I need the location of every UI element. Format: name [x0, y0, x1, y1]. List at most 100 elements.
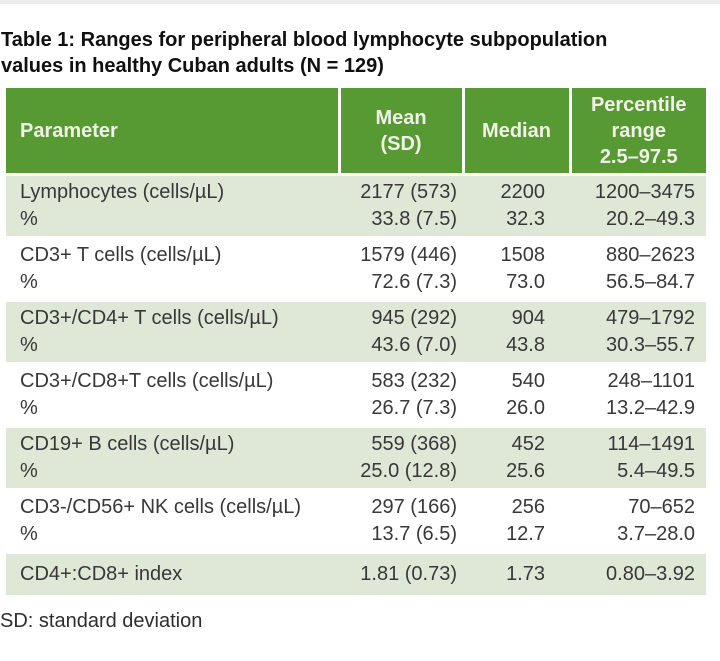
- cell-line: 583 (232): [371, 370, 457, 392]
- cell-mean-row7: 1.81 (0.73): [339, 552, 463, 598]
- footnote: SD: standard deviation: [0, 610, 203, 632]
- cell-line: 25.6: [506, 460, 545, 482]
- cell-line: 297 (166): [371, 496, 457, 518]
- table-caption: Table 1: Ranges for peripheral blood lym…: [1, 27, 607, 79]
- cell-line: 945 (292): [371, 307, 457, 329]
- cell-line: 13.2–42.9: [606, 397, 695, 419]
- cell-median-row5: 452 25.6: [463, 426, 570, 491]
- cell-line: 559 (368): [371, 433, 457, 455]
- cell-line: 12.7: [506, 523, 545, 545]
- cell-line: 1579 (446): [360, 244, 457, 266]
- cell-median-row1: 2200 32.3: [463, 174, 570, 239]
- cell-line: CD3+/CD4+ T cells (cells/µL): [20, 307, 279, 329]
- cell-line: 1.73: [506, 563, 545, 585]
- cell-line: 43.6 (7.0): [371, 334, 457, 356]
- cell-line: 25.0 (12.8): [360, 460, 457, 482]
- cell-line: 1508: [500, 244, 546, 266]
- cell-line: 26.0: [506, 397, 545, 419]
- cell-line: 5.4–49.5: [617, 460, 695, 482]
- cell-line: %: [20, 460, 38, 482]
- cell-line: CD3-/CD56+ NK cells (cells/µL): [20, 496, 302, 518]
- cell-line: 452: [511, 433, 545, 455]
- cell-param-row1: Lymphocytes (cells/µL)%: [6, 174, 339, 239]
- cell-mean-row4: 583 (232) 26.7 (7.3): [339, 363, 463, 428]
- col-header-percentile-range: Percentile range 2.5–97.5: [568, 88, 706, 176]
- cell-line: 3.7–28.0: [617, 523, 695, 545]
- cell-param-row7: CD4+:CD8+ index: [6, 552, 339, 598]
- cell-median-row4: 540 26.0: [463, 363, 570, 428]
- cell-range-row5: 114–1491 5.4–49.5: [570, 426, 706, 491]
- cell-mean-row3: 945 (292) 43.6 (7.0): [339, 300, 463, 365]
- cell-line: 56.5–84.7: [606, 271, 695, 293]
- cell-line: 73.0: [506, 271, 545, 293]
- cell-line: CD3+/CD8+T cells (cells/µL): [20, 370, 274, 392]
- table-row: CD3+/CD8+T cells (cells/µL)% 583 (232) 26.…: [6, 363, 706, 428]
- cell-line: 479–1792: [606, 307, 695, 329]
- cell-line: %: [20, 271, 38, 293]
- table-row: Lymphocytes (cells/µL)% 2177 (573) 33.8 (7…: [6, 174, 706, 239]
- table-caption-line1: Table 1: Ranges for peripheral blood lym…: [1, 29, 608, 51]
- cell-line: 30.3–55.7: [606, 334, 695, 356]
- cell-param-row3: CD3+/CD4+ T cells (cells/µL)%: [6, 300, 339, 365]
- cell-line: 248–1101: [607, 370, 696, 392]
- cell-range-row4: 248–1101 13.2–42.9: [570, 363, 706, 428]
- cell-line: CD3+ T cells (cells/µL): [20, 244, 222, 266]
- cell-line: %: [20, 397, 38, 419]
- cell-param-row4: CD3+/CD8+T cells (cells/µL)%: [6, 363, 339, 428]
- cell-line: CD19+ B cells (cells/µL): [20, 433, 235, 455]
- cell-median-row7: 1.73: [463, 552, 570, 598]
- cell-param-row6: CD3-/CD56+ NK cells (cells/µL)%: [6, 489, 339, 554]
- cell-median-row2: 1508 73.0: [463, 237, 570, 302]
- cell-line: 114–1491: [607, 433, 696, 455]
- cell-line: 540: [511, 370, 545, 392]
- cell-median-row3: 904 43.8: [463, 300, 570, 365]
- table-caption-line2: values in healthy Cuban adults (N = 129): [1, 55, 384, 77]
- table-row: CD19+ B cells (cells/µL)% 559 (368) 25.0 (…: [6, 426, 706, 491]
- cell-line: 1200–3475: [594, 181, 695, 203]
- cell-line: 32.3: [506, 208, 545, 230]
- cell-param-row2: CD3+ T cells (cells/µL)%: [6, 237, 339, 302]
- cell-line: %: [20, 208, 38, 230]
- cell-line: 1.81 (0.73): [360, 563, 457, 585]
- cell-line: 20.2–49.3: [606, 208, 695, 230]
- table-row: CD3-/CD56+ NK cells (cells/µL)% 297 (166)…: [6, 489, 706, 554]
- lymphocyte-subpopulation-table: Parameter Mean (SD) Median Percentile ra…: [6, 88, 706, 598]
- col-header-parameter: Parameter: [6, 88, 339, 176]
- cell-param-row5: CD19+ B cells (cells/µL)%: [6, 426, 339, 491]
- cell-mean-row5: 559 (368) 25.0 (12.8): [339, 426, 463, 491]
- cell-range-row2: 880–2623 56.5–84.7: [570, 237, 706, 302]
- cell-range-row6: 70–652 3.7–28.0: [570, 489, 706, 554]
- col-header-mean-sd: Mean (SD): [337, 88, 463, 176]
- cell-line: 13.7 (6.5): [371, 523, 457, 545]
- table-row: CD3+ T cells (cells/µL)% 1579 (446) 72.6 (…: [6, 237, 706, 302]
- col-header-median: Median: [461, 88, 570, 176]
- cell-line: Lymphocytes (cells/µL): [20, 181, 225, 203]
- cell-line: 2177 (573): [360, 181, 457, 203]
- cell-line: 43.8: [506, 334, 545, 356]
- cell-range-row7: 0.80–3.92: [570, 552, 706, 598]
- cell-range-row3: 479–1792 30.3–55.7: [570, 300, 706, 365]
- cell-line: 33.8 (7.5): [371, 208, 457, 230]
- cell-range-row1: 1200–3475 20.2–49.3: [570, 174, 706, 239]
- cell-line: 72.6 (7.3): [371, 271, 457, 293]
- cell-line: %: [20, 523, 38, 545]
- table-body: Lymphocytes (cells/µL)% 2177 (573) 33.8 (7…: [6, 174, 706, 598]
- cell-line: 904: [511, 307, 545, 329]
- cell-line: 0.80–3.92: [606, 563, 695, 585]
- cell-median-row6: 256 12.7: [463, 489, 570, 554]
- top-edge-artifact: [0, 0, 720, 4]
- cell-line: CD4+:CD8+ index: [20, 563, 183, 585]
- cell-line: 26.7 (7.3): [371, 397, 457, 419]
- cell-line: 70–652: [628, 496, 695, 518]
- cell-mean-row6: 297 (166) 13.7 (6.5): [339, 489, 463, 554]
- cell-mean-row1: 2177 (573) 33.8 (7.5): [339, 174, 463, 239]
- table-row: CD4+:CD8+ index 1.81 (0.73) 1.73 0.80–3.92: [6, 552, 706, 598]
- cell-line: 256: [511, 496, 545, 518]
- table-row: CD3+/CD4+ T cells (cells/µL)% 945 (292) 43…: [6, 300, 706, 365]
- cell-line: 2200: [500, 181, 546, 203]
- cell-line: 880–2623: [606, 244, 695, 266]
- header-row: Parameter Mean (SD) Median Percentile ra…: [6, 88, 706, 176]
- cell-mean-row2: 1579 (446) 72.6 (7.3): [339, 237, 463, 302]
- cell-line: %: [20, 334, 38, 356]
